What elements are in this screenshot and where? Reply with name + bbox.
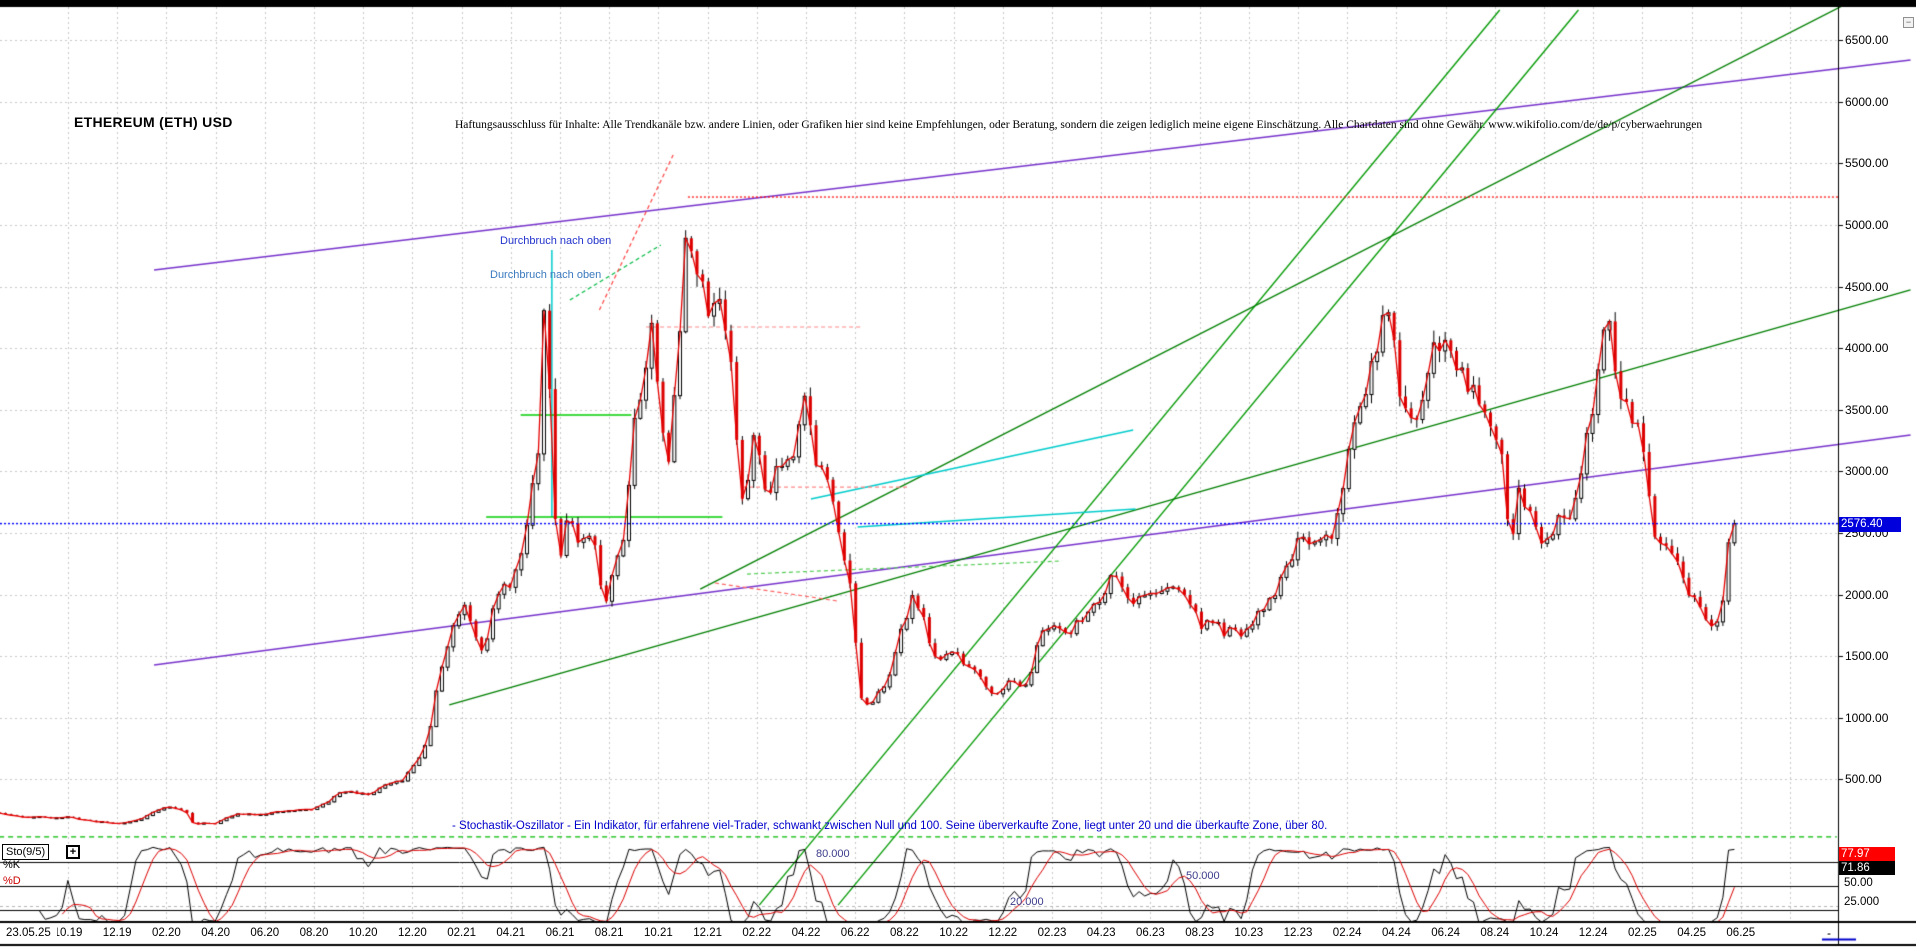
price-axis-label: 4500.00 [1845,279,1889,294]
stochastic-level-20-label: 20.000 [1010,896,1044,908]
price-axis-label: 5500.00 [1845,156,1889,171]
stochastic-k-label: %K [3,859,21,871]
date-axis-label: 02.22 [742,927,772,939]
stochastic-level-80-label: 80.000 [816,848,850,860]
date-axis-label: 10.22 [939,927,968,939]
date-axis-label: 04.23 [1086,927,1116,939]
price-axis-label: 1500.00 [1845,649,1889,664]
price-axis-label: 6500.00 [1845,33,1889,48]
date-axis-label: 12.21 [693,927,722,939]
stochastic-level-50-label: 50.000 [1186,870,1220,882]
date-axis-label: 08.22 [890,927,919,939]
price-axis-label: 1000.00 [1845,710,1889,725]
date-axis-label: 02.24 [1332,927,1362,939]
date-axis-label: 12.19 [102,927,132,939]
date-axis-label: 08.23 [1185,927,1214,939]
indicator-name-button[interactable]: Sto(9/5) [2,844,50,860]
current-date-label: 23.05.25 [6,927,57,939]
date-axis-label: 08.20 [299,927,329,939]
price-axis-label: 5000.00 [1845,218,1889,232]
disclaimer-text: Haftungsausschluss für Inhalte: Alle Tre… [455,119,1703,131]
annotation-stochastic-note: - Stochastik-Oszillator - Ein Indikator,… [452,820,1328,832]
price-axis-label: 2000.00 [1845,587,1889,602]
date-axis-label: 10.21 [644,927,673,939]
stochastic-k-value-badge: 77.97 [1839,847,1895,861]
date-axis-label: 04.20 [201,927,230,939]
date-axis-label: 08.21 [594,927,624,939]
date-axis-label: 10.24 [1529,927,1559,939]
price-axis-label: 3000.00 [1845,464,1889,479]
date-axis-label: 06.25 [1726,927,1756,939]
date-axis-label: 12.22 [988,927,1018,939]
date-axis-label: 04.21 [496,927,526,939]
date-axis-label: 12.24 [1578,927,1608,939]
date-axis-label: 10.20 [348,927,378,939]
indicator-expand-icon[interactable]: + [66,845,80,859]
minimize-icon[interactable]: − [1903,17,1914,28]
stochastic-d-label: %D [3,875,21,887]
date-axis-label: 02.25 [1628,927,1657,939]
price-axis-label: 6000.00 [1845,94,1889,109]
date-axis-label: 06.21 [545,927,575,939]
date-axis-label: 06.20 [250,927,280,939]
date-axis-label: 10.19 [53,927,83,939]
price-axis-label: 3500.00 [1845,402,1889,417]
date-axis-label: 12.20 [398,927,427,939]
date-axis-label: 06.22 [840,927,870,939]
date-axis-label: 12.23 [1283,927,1313,939]
annotation-breakout-up-2: Durchbruch nach oben [490,269,602,281]
date-axis-label: 04.24 [1382,927,1411,939]
axis-end-marker[interactable]: - [1827,926,1831,940]
stochastic-d-value-badge: 71.86 [1839,861,1895,875]
date-axis-label: 08.24 [1480,927,1510,939]
annotation-breakout-up-1: Durchbruch nach oben [500,235,612,247]
stochastic-axis-25-label: 25.000 [1844,896,1880,908]
stochastic-axis-50-label: 50.00 [1844,877,1873,889]
date-axis-label: 06.24 [1431,927,1460,939]
price-axis-label: 500.00 [1845,772,1882,787]
price-axis-label: 4000.00 [1845,341,1889,356]
chart-title: ETHEREUM (ETH) USD [74,114,233,130]
date-axis-label: 02.23 [1037,927,1067,939]
date-axis-label: 04.25 [1677,927,1706,939]
date-axis-label: 02.20 [152,927,181,939]
date-axis-label: 10.23 [1234,927,1264,939]
date-axis-label: 02.21 [447,927,476,939]
current-price-badge: 2576.40 [1839,517,1901,532]
date-axis-label: 06.23 [1136,927,1165,939]
date-axis-label: 04.22 [791,927,821,939]
